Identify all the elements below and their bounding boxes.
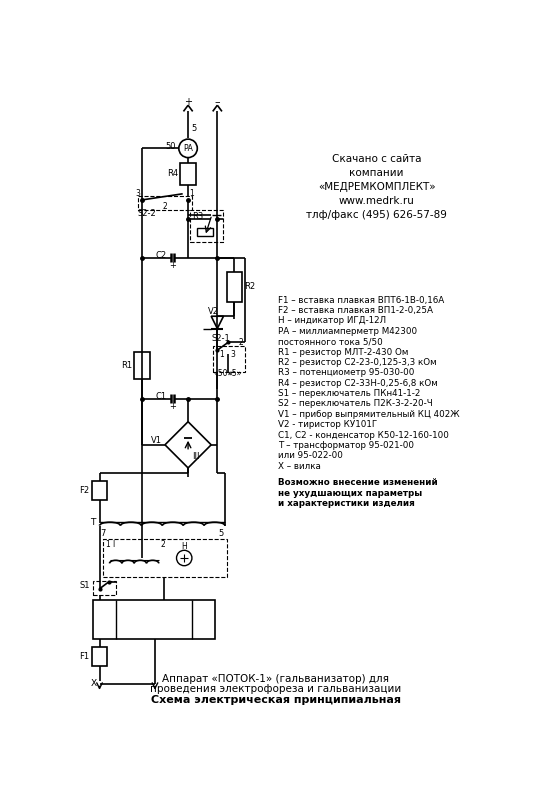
- Text: F2: F2: [79, 486, 89, 495]
- Text: +: +: [184, 97, 192, 107]
- Text: III: III: [192, 452, 199, 461]
- Text: 50: 50: [165, 142, 176, 150]
- Text: T: T: [91, 518, 95, 527]
- Text: R2 – резистор С2-23-0,125-3,3 кОм: R2 – резистор С2-23-0,125-3,3 кОм: [278, 358, 437, 367]
- Bar: [93, 600, 215, 639]
- Text: I: I: [113, 541, 115, 550]
- Text: 2: 2: [163, 202, 167, 210]
- Text: V2 - тиристор КУ101Г: V2 - тиристор КУ101Г: [278, 420, 377, 430]
- Text: РА – миллиамперметр М42300: РА – миллиамперметр М42300: [278, 326, 417, 336]
- Text: или 95-022-00: или 95-022-00: [278, 451, 343, 461]
- Text: R4 – резистор С2-33Н-0,25-6,8 кОм: R4 – резистор С2-33Н-0,25-6,8 кОм: [278, 378, 438, 388]
- Text: Т – трансформатор 95-021-00: Т – трансформатор 95-021-00: [278, 441, 414, 450]
- Circle shape: [176, 550, 192, 566]
- Text: Возможно внесение изменений: Возможно внесение изменений: [278, 478, 438, 487]
- Text: F1 – вставка плавкая ВПТ6-1В-0,16А: F1 – вставка плавкая ВПТ6-1В-0,16А: [278, 295, 445, 305]
- Text: V1: V1: [151, 437, 162, 446]
- Bar: [181, 163, 196, 185]
- Text: R1: R1: [121, 362, 132, 370]
- Text: 7: 7: [101, 529, 106, 538]
- Text: и характеристики изделия: и характеристики изделия: [278, 499, 415, 508]
- Text: F1: F1: [79, 652, 89, 661]
- Text: 1: 1: [219, 350, 224, 359]
- Text: РА: РА: [183, 144, 193, 153]
- Text: V1 – прибор выпрямительный КЦ 402Ж: V1 – прибор выпрямительный КЦ 402Ж: [278, 410, 460, 419]
- Text: Н – индикатор ИГД-12Л: Н – индикатор ИГД-12Л: [278, 316, 386, 326]
- Bar: [103, 538, 226, 578]
- Text: С1, С2 - конденсатор К50-12-160-100: С1, С2 - конденсатор К50-12-160-100: [278, 430, 449, 440]
- Bar: [213, 346, 245, 372]
- Bar: [190, 210, 223, 242]
- Bar: [138, 196, 192, 210]
- Text: F2 – вставка плавкая ВП1-2-0,25А: F2 – вставка плавкая ВП1-2-0,25А: [278, 306, 433, 315]
- Text: Н: Н: [181, 542, 187, 551]
- Bar: [226, 271, 242, 302]
- Text: –: –: [215, 97, 220, 107]
- Text: S1 – переключатель ПКн41-1-2: S1 – переключатель ПКн41-1-2: [278, 389, 420, 398]
- Text: проведения электрофореза и гальванизации: проведения электрофореза и гальванизации: [150, 684, 402, 694]
- Text: C2: C2: [155, 251, 167, 260]
- Text: R2: R2: [244, 282, 255, 291]
- Bar: [93, 581, 116, 595]
- Text: постоянного тока 5/50: постоянного тока 5/50: [278, 337, 383, 346]
- Bar: [92, 481, 107, 500]
- Text: R3 – потенциометр 95-030-00: R3 – потенциометр 95-030-00: [278, 368, 414, 378]
- Bar: [197, 229, 213, 236]
- Text: Х – вилка: Х – вилка: [278, 462, 321, 471]
- Circle shape: [179, 139, 197, 158]
- Text: 1: 1: [106, 541, 110, 550]
- Text: S2-1: S2-1: [211, 334, 230, 343]
- Text: 1: 1: [190, 190, 195, 198]
- Polygon shape: [211, 316, 224, 329]
- Text: X: X: [91, 679, 96, 688]
- Text: +: +: [169, 261, 176, 270]
- Text: 3: 3: [135, 190, 140, 198]
- Text: +: +: [169, 402, 176, 411]
- Text: S2 – переключатель П2К-3-2-20-Ч: S2 – переключатель П2К-3-2-20-Ч: [278, 399, 433, 409]
- Text: Скачано с сайта
компании
«МЕДРЕМКОМПЛЕКТ»
www.medrk.ru
тлф/факс (495) 626-57-89: Скачано с сайта компании «МЕДРЕМКОМПЛЕКТ…: [306, 154, 447, 220]
- Text: «50»: «50»: [213, 370, 233, 378]
- Text: R3: R3: [192, 212, 203, 221]
- Text: 5: 5: [191, 124, 196, 133]
- Bar: [92, 646, 107, 666]
- Text: R4: R4: [167, 170, 178, 178]
- Text: V2: V2: [208, 307, 219, 316]
- Text: «5»: «5»: [227, 370, 241, 378]
- Text: 2: 2: [161, 541, 165, 550]
- Text: S2-2: S2-2: [137, 210, 156, 218]
- Text: 5: 5: [218, 529, 224, 538]
- Text: C1: C1: [155, 392, 167, 401]
- Text: R1 – резистор МЛТ-2-430 Ом: R1 – резистор МЛТ-2-430 Ом: [278, 347, 409, 357]
- Text: S1: S1: [79, 582, 89, 590]
- Text: 3: 3: [231, 350, 236, 359]
- Text: Аппарат «ПОТОК-1» (гальванизатор) для: Аппарат «ПОТОК-1» (гальванизатор) для: [162, 674, 389, 684]
- Bar: [134, 353, 149, 379]
- Text: 2: 2: [238, 338, 243, 347]
- Text: Схема электрическая принципиальная: Схема электрическая принципиальная: [151, 694, 401, 705]
- Text: не ухудшающих параметры: не ухудшающих параметры: [278, 489, 423, 498]
